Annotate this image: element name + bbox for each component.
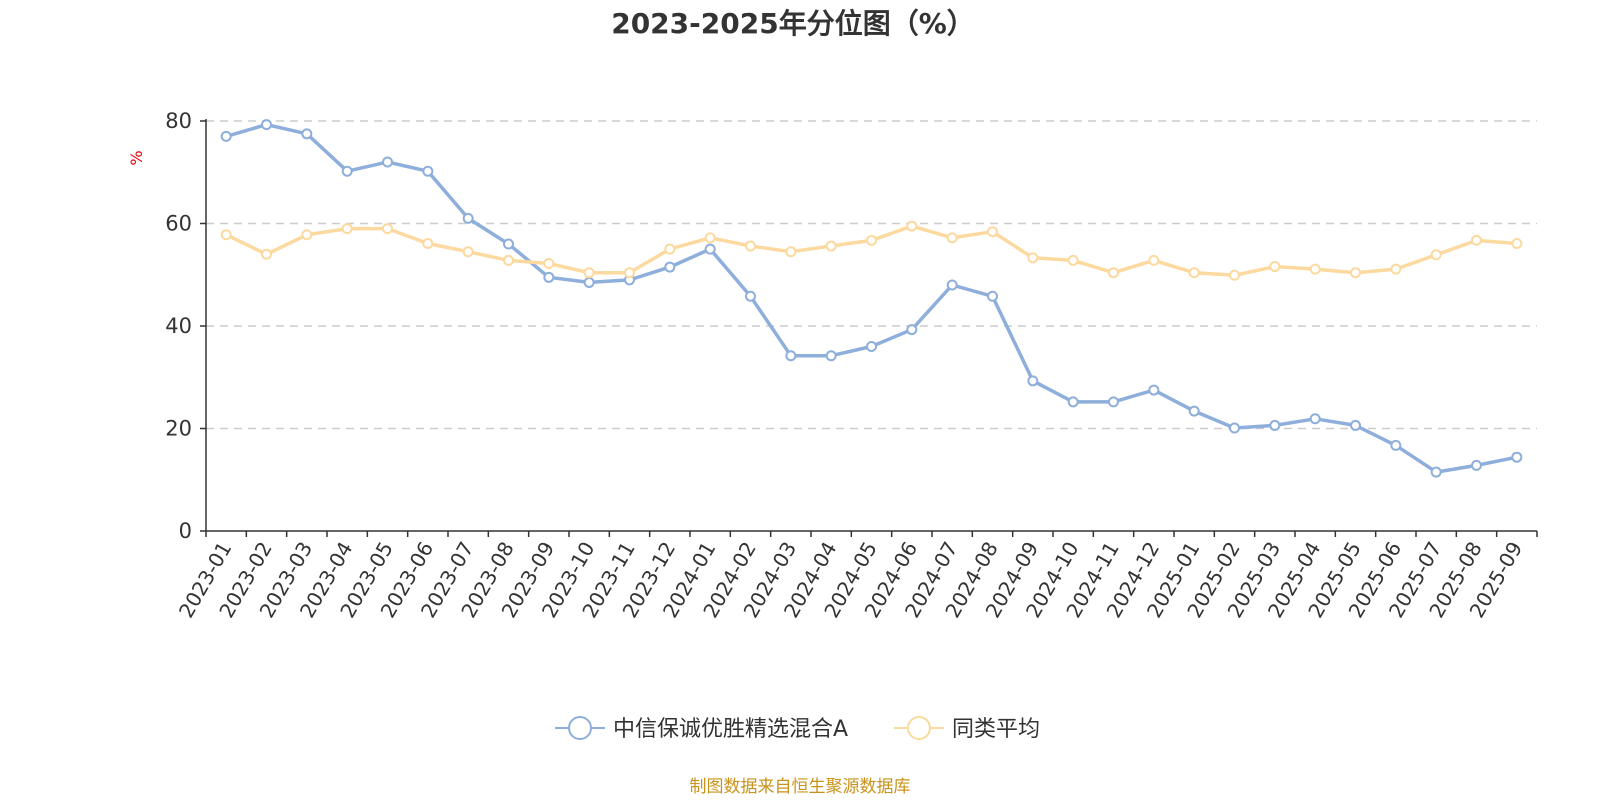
data-point (1269, 419, 1281, 431)
series-layer (220, 119, 1523, 478)
data-point (583, 276, 595, 288)
data-point (785, 246, 797, 258)
data-point (422, 237, 434, 249)
legend-marker (907, 716, 931, 740)
data-point (261, 119, 272, 131)
data-point (1229, 422, 1240, 434)
data-point (1027, 252, 1039, 264)
legend[interactable]: 中信保诚优胜精选混合A 同类平均 (555, 716, 1040, 742)
data-point (422, 165, 434, 177)
y-axis-ticks: 0 20 40 60 80 (165, 109, 206, 543)
data-point (341, 223, 353, 235)
data-point (382, 223, 393, 235)
data-point (543, 257, 555, 269)
data-point (1027, 375, 1039, 387)
series-0 (220, 119, 1523, 478)
data-point (664, 243, 676, 255)
legend-item-1[interactable]: 同类平均 (894, 716, 1040, 742)
legend-label-1: 同类平均 (952, 717, 1040, 742)
data-point (987, 226, 998, 238)
data-point (745, 240, 756, 252)
data-point (341, 165, 353, 177)
data-point (946, 232, 958, 244)
data-point (704, 243, 716, 255)
legend-symbol-1 (894, 716, 944, 740)
data-point (1471, 459, 1482, 471)
data-point (946, 279, 958, 291)
data-point (664, 261, 676, 273)
y-tick-label: 60 (165, 212, 192, 236)
data-point (1390, 263, 1402, 275)
legend-label-0: 中信保诚优胜精选混合A (613, 717, 848, 742)
y-tick-label: 80 (165, 109, 192, 133)
data-point (825, 240, 837, 252)
data-point (301, 128, 313, 140)
data-point (1229, 269, 1240, 281)
data-point (745, 290, 756, 302)
series-line-1 (224, 224, 1519, 278)
source-note: 制图数据来自恒生聚源数据库 (690, 777, 911, 797)
data-point (866, 341, 877, 352)
data-point (1430, 249, 1442, 261)
data-point (1067, 254, 1079, 266)
data-point (503, 254, 514, 266)
data-point (1511, 237, 1523, 249)
data-point (301, 229, 313, 241)
data-point (543, 271, 555, 283)
data-point (220, 229, 232, 241)
data-point (906, 220, 918, 232)
y-tick-label: 0 (179, 519, 192, 543)
data-point (1148, 384, 1160, 396)
data-point (462, 212, 474, 224)
series-line-0 (224, 122, 1519, 474)
data-point (1108, 396, 1119, 408)
data-point (1511, 451, 1523, 463)
x-axis-ticks: 2023-012023-022023-032023-042023-052023-… (174, 531, 1538, 622)
data-point (1390, 439, 1402, 451)
data-point (382, 156, 393, 168)
data-point (1067, 396, 1079, 408)
chart-title: 2023-2025年分位图（%） (611, 7, 975, 40)
data-point (624, 267, 635, 279)
data-point (220, 130, 232, 142)
data-point (1309, 263, 1321, 275)
data-point (583, 267, 595, 279)
y-tick-label: 40 (165, 314, 192, 338)
data-point (704, 232, 716, 244)
data-point (1430, 466, 1442, 478)
data-point (1309, 413, 1321, 425)
data-point (503, 238, 514, 250)
y-tick-label: 20 (165, 417, 192, 441)
data-point (1471, 234, 1482, 246)
data-point (1148, 254, 1160, 266)
data-point (785, 350, 797, 362)
data-point (906, 324, 918, 336)
data-point (825, 350, 837, 362)
series-1 (220, 220, 1523, 281)
data-point (1108, 267, 1119, 279)
axes (205, 119, 1537, 532)
data-point (261, 248, 272, 260)
data-point (1269, 261, 1281, 273)
data-point (987, 290, 998, 302)
legend-marker (568, 716, 592, 740)
data-point (1350, 267, 1361, 279)
data-point (1188, 267, 1200, 279)
data-point (1350, 419, 1361, 431)
grid-lines (206, 120, 1537, 430)
data-point (866, 234, 877, 246)
data-point (1188, 405, 1200, 417)
legend-item-0[interactable]: 中信保诚优胜精选混合A (555, 716, 848, 742)
data-point (462, 246, 474, 258)
legend-symbol-0 (555, 716, 605, 740)
y-axis-unit: % (127, 150, 146, 165)
